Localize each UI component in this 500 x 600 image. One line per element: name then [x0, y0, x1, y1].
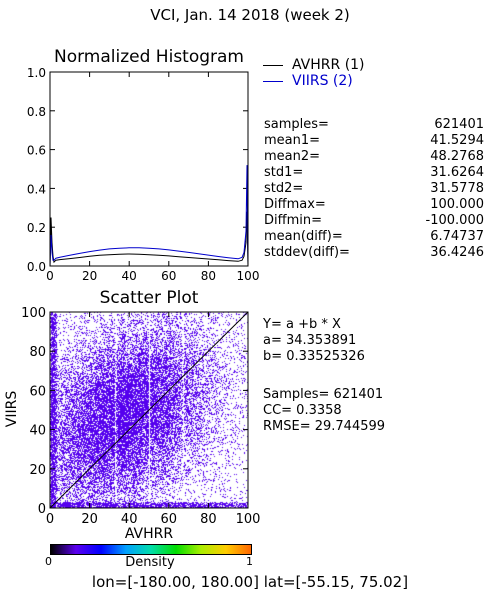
series-line-avhrr	[49, 211, 249, 267]
y-tick-label: 40	[29, 424, 46, 439]
stat-label: mean(diff)=	[264, 229, 343, 244]
x-tick-label: 20	[82, 269, 97, 283]
page-title: VCI, Jan. 14 2018 (week 2)	[150, 6, 350, 24]
regression-cc: CC= 0.3358	[263, 403, 342, 418]
stat-value: 48.2768	[430, 149, 484, 164]
stat-label: mean1=	[264, 133, 321, 148]
stat-value: -100.000	[425, 213, 484, 228]
histogram-title: Normalized Histogram	[54, 47, 244, 67]
one-to-one-line	[49, 311, 249, 509]
x-tick-label: 80	[201, 269, 216, 283]
histogram-frame	[49, 71, 249, 267]
legend-label-viirs: VIIRS (2)	[292, 73, 353, 89]
stat-value: 41.5294	[430, 133, 484, 148]
legend-item-avhrr: AVHRR (1)	[263, 57, 493, 73]
stat-value: 31.6264	[430, 165, 484, 180]
legend-line-avhrr	[263, 65, 283, 66]
regression-b: b= 0.33525326	[263, 349, 365, 364]
stat-label: mean2=	[264, 149, 321, 164]
colorbar-label: Density	[125, 555, 175, 570]
series-line-viirs	[49, 165, 249, 267]
stat-label: std2=	[264, 181, 304, 196]
scatter-title: Scatter Plot	[99, 288, 199, 308]
legend-label-avhrr: AVHRR (1)	[292, 57, 365, 73]
stat-label: std1=	[264, 165, 304, 180]
stat-value: 36.4246	[430, 245, 484, 260]
y-tick-label: 20	[29, 463, 46, 478]
x-tick-label: 60	[161, 512, 178, 527]
stat-value: 6.74737	[430, 229, 484, 244]
histogram-stats: samples= 621401 mean1= 41.5294 mean2= 48.27…	[264, 117, 494, 277]
scatter-xlabel: AVHRR	[124, 526, 174, 542]
histogram-legend: AVHRR (1) VIIRS (2)	[263, 55, 493, 95]
regression-equation: Y= a +b * X	[263, 317, 341, 332]
y-tick-label: 0.0	[27, 260, 46, 274]
density-colorbar	[50, 544, 252, 555]
legend-item-viirs: VIIRS (2)	[263, 73, 493, 89]
colorbar-min-label: 0	[45, 555, 52, 568]
stat-label: Diffmax=	[264, 197, 326, 212]
x-tick-label: 80	[200, 512, 217, 527]
footer-coordinates: lon=[-180.00, 180.00] lat=[-55.15, 75.02…	[91, 573, 409, 591]
stat-label: Diffmin=	[264, 213, 322, 228]
scatter-frame	[49, 311, 249, 509]
y-tick-label: 0.8	[27, 105, 46, 119]
x-tick-label: 60	[161, 269, 176, 283]
y-tick-label: 80	[29, 345, 46, 360]
regression-samples: Samples= 621401	[263, 387, 384, 402]
scatter-ylabel: VIIRS	[4, 390, 20, 428]
y-tick-label: 0	[38, 502, 46, 517]
colorbar-max-label: 1	[246, 555, 253, 568]
stat-value: 100.000	[430, 197, 484, 212]
stat-value: 31.5778	[430, 181, 484, 196]
stat-value: 621401	[434, 117, 484, 132]
regression-info: Y= a +b * X a= 34.353891 b= 0.33525326 S…	[263, 317, 493, 447]
y-tick-label: 1.0	[27, 66, 46, 80]
y-tick-label: 0.4	[27, 182, 46, 196]
x-tick-label: 0	[46, 269, 54, 283]
legend-line-viirs	[263, 81, 283, 82]
y-tick-label: 0.2	[27, 221, 46, 235]
y-tick-label: 60	[29, 384, 46, 399]
x-tick-label: 100	[236, 512, 261, 527]
x-tick-label: 0	[46, 512, 54, 527]
x-tick-label: 40	[121, 512, 138, 527]
stat-label: stddev(diff)=	[264, 245, 350, 260]
regression-rmse: RMSE= 29.744599	[263, 419, 386, 434]
stat-label: samples=	[264, 117, 329, 132]
x-tick-label: 100	[237, 269, 260, 283]
regression-a: a= 34.353891	[263, 333, 357, 348]
y-tick-label: 0.6	[27, 144, 46, 158]
y-tick-label: 100	[21, 306, 46, 321]
x-tick-label: 40	[122, 269, 137, 283]
x-tick-label: 20	[81, 512, 98, 527]
